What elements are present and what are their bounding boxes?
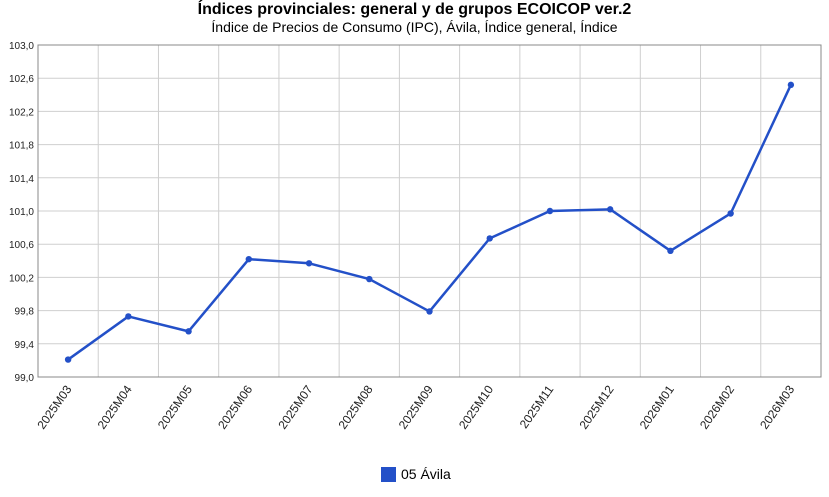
data-point bbox=[245, 255, 253, 263]
x-tick-label: 2025M12 bbox=[576, 382, 616, 431]
y-tick-label: 101,0 bbox=[9, 207, 34, 218]
y-tick-label: 103,0 bbox=[9, 41, 34, 52]
chart-subtitle: Índice de Precios de Consumo (IPC), Ávil… bbox=[211, 19, 618, 35]
y-tick-label: 100,6 bbox=[9, 240, 34, 251]
y-tick-label: 102,2 bbox=[9, 107, 34, 118]
data-point bbox=[546, 207, 554, 215]
data-point bbox=[727, 210, 734, 217]
data-point bbox=[64, 356, 72, 363]
y-tick-label: 99,8 bbox=[15, 307, 35, 318]
y-tick-label: 101,4 bbox=[9, 174, 34, 185]
data-point bbox=[787, 81, 795, 89]
y-tick-label: 99,4 bbox=[15, 340, 35, 351]
data-point bbox=[305, 260, 313, 267]
x-tick-label: 2025M03 bbox=[34, 382, 74, 431]
data-point bbox=[125, 313, 132, 320]
x-tick-label: 2025M08 bbox=[336, 382, 376, 431]
y-tick-label: 99,0 bbox=[15, 373, 35, 384]
legend: 05 Ávila bbox=[381, 466, 451, 482]
data-point bbox=[606, 206, 614, 213]
x-tick-label: 2026M03 bbox=[757, 382, 797, 431]
series-line bbox=[67, 84, 793, 361]
y-tick-label: 101,8 bbox=[9, 141, 34, 152]
x-tick-label: 2026M02 bbox=[697, 382, 737, 431]
data-point bbox=[426, 308, 433, 315]
y-tick-label: 100,2 bbox=[9, 273, 34, 284]
axis-layer: 99,0 99,4 99,8 100,2 100,6 101,0 101,4 101,8 102… bbox=[9, 41, 822, 432]
x-tick-label: 2026M01 bbox=[637, 382, 677, 431]
legend-swatch bbox=[381, 466, 396, 482]
grid-layer bbox=[37, 44, 822, 378]
x-tick-label: 2025M09 bbox=[396, 382, 436, 431]
x-tick-label: 2025M05 bbox=[155, 382, 195, 431]
data-point bbox=[486, 235, 493, 242]
x-tick-label: 2025M04 bbox=[95, 382, 135, 431]
plot-frame bbox=[37, 44, 822, 378]
data-point bbox=[667, 247, 674, 255]
data-point bbox=[185, 328, 192, 335]
data-point bbox=[366, 275, 373, 283]
chart-title: Índices provinciales: general y de grupo… bbox=[197, 1, 632, 18]
x-tick-label: 2025M11 bbox=[517, 382, 557, 431]
x-tick-label: 2025M06 bbox=[215, 382, 255, 431]
series-layer bbox=[64, 81, 795, 363]
x-tick-label: 2025M10 bbox=[456, 382, 496, 431]
x-tick-label: 2025M07 bbox=[275, 382, 315, 431]
y-tick-label: 102,6 bbox=[9, 74, 34, 85]
legend-label: 05 Ávila bbox=[401, 466, 451, 482]
